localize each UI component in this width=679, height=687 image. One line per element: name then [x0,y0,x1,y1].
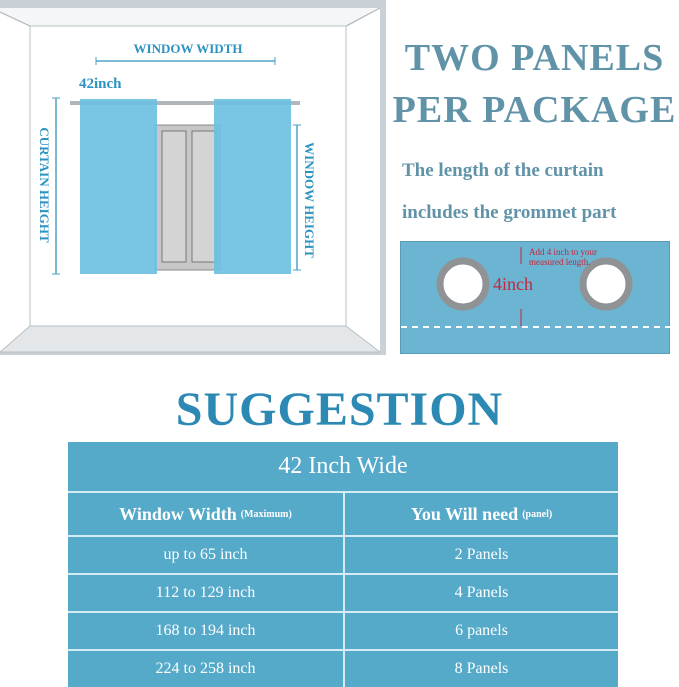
table-header-row: Window Width (Maximum) You Will need (pane… [68,491,618,535]
table-row: 112 to 129 inch 4 Panels [68,573,618,611]
col-header-width: Window Width (Maximum) [68,493,343,535]
table-row: 224 to 258 inch 8 Panels [68,649,618,687]
grommet-illustration: 4inch Add 4 inch to your measured length… [401,247,671,328]
left-curtain [80,99,157,274]
headline-line1: TWO PANELS [404,37,665,79]
curtain-height-label: CURTAIN HEIGHT [37,127,52,243]
col1-label: Window Width [119,503,237,524]
size-table: 42 Inch Wide Window Width (Maximum) You W… [68,442,618,687]
note-line1: The length of the curtain [402,160,604,181]
room-diagram: WINDOW WIDTH 42inch CURTAIN HEIGHT WINDO… [0,0,386,355]
note-line2: includes the grommet part [402,202,617,223]
col1-note: (Maximum) [240,508,292,520]
need-cell: 4 Panels [343,575,618,611]
window-width-label: WINDOW WIDTH [134,41,243,56]
col2-label: You Will need [410,503,519,524]
need-cell: 8 Panels [343,651,618,687]
grommet-ring-icon [436,257,490,311]
need-cell: 2 Panels [343,537,618,573]
window-height-label: WINDOW HEIGHT [302,142,317,258]
headline-line2: PER PACKAGE [392,89,677,131]
col2-note: (panel) [522,508,553,520]
col-header-need: You Will need (panel) [343,493,618,535]
grommet-detail: 4inch Add 4 inch to your measured length… [400,241,671,354]
width-cell: up to 65 inch [163,546,248,563]
width-cell: 224 to 258 inch [155,660,256,677]
grommet-hint-1: Add 4 inch to your [529,247,597,257]
table-row: up to 65 inch 2 Panels [68,535,618,573]
right-curtain [214,99,291,274]
width-cell: 168 to 194 inch [155,622,256,639]
grommet-ring-icon [579,257,633,311]
table-title: 42 Inch Wide [278,453,408,479]
need-cell: 6 panels [343,613,618,649]
suggestion-title: SUGGESTION [175,383,504,436]
table-row: 168 to 194 inch 6 panels [68,611,618,649]
width-cell: 112 to 129 inch [155,584,256,601]
width-value: 42inch [79,76,122,92]
grommet-hint-2: measured length. [529,257,590,267]
grommet-measure: 4inch [493,274,533,294]
room-illustration: WINDOW WIDTH 42inch CURTAIN HEIGHT WINDO… [0,7,382,353]
